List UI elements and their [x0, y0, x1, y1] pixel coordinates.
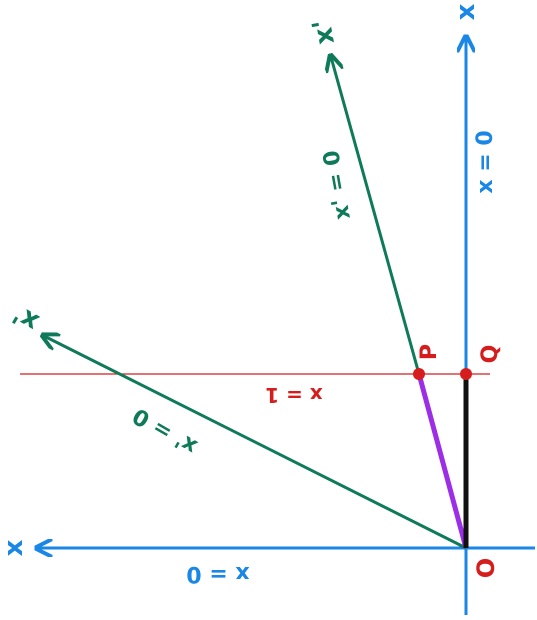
origin-label: O — [472, 558, 500, 578]
green-shallow-axis — [44, 336, 467, 550]
shallow-axis-label: x' — [8, 299, 44, 337]
vertical-axis-label: x — [451, 3, 481, 20]
green-steep-axis — [331, 57, 421, 375]
point-q — [460, 368, 472, 380]
horizontal-axis-label: x — [0, 539, 29, 556]
point-p — [413, 368, 425, 380]
red-line-label: x = 1 — [265, 383, 323, 407]
steep-axis-label: x' — [307, 17, 341, 47]
steep-axis-equation: x' = 0 — [319, 148, 356, 221]
point-p-label: P — [417, 344, 442, 360]
vertical-axis-equation: x = 0 — [473, 130, 498, 193]
horizontal-axis-equation: x = 0 — [186, 561, 249, 586]
point-q-label: Q — [478, 345, 503, 364]
purple-segment-op — [416, 373, 469, 549]
